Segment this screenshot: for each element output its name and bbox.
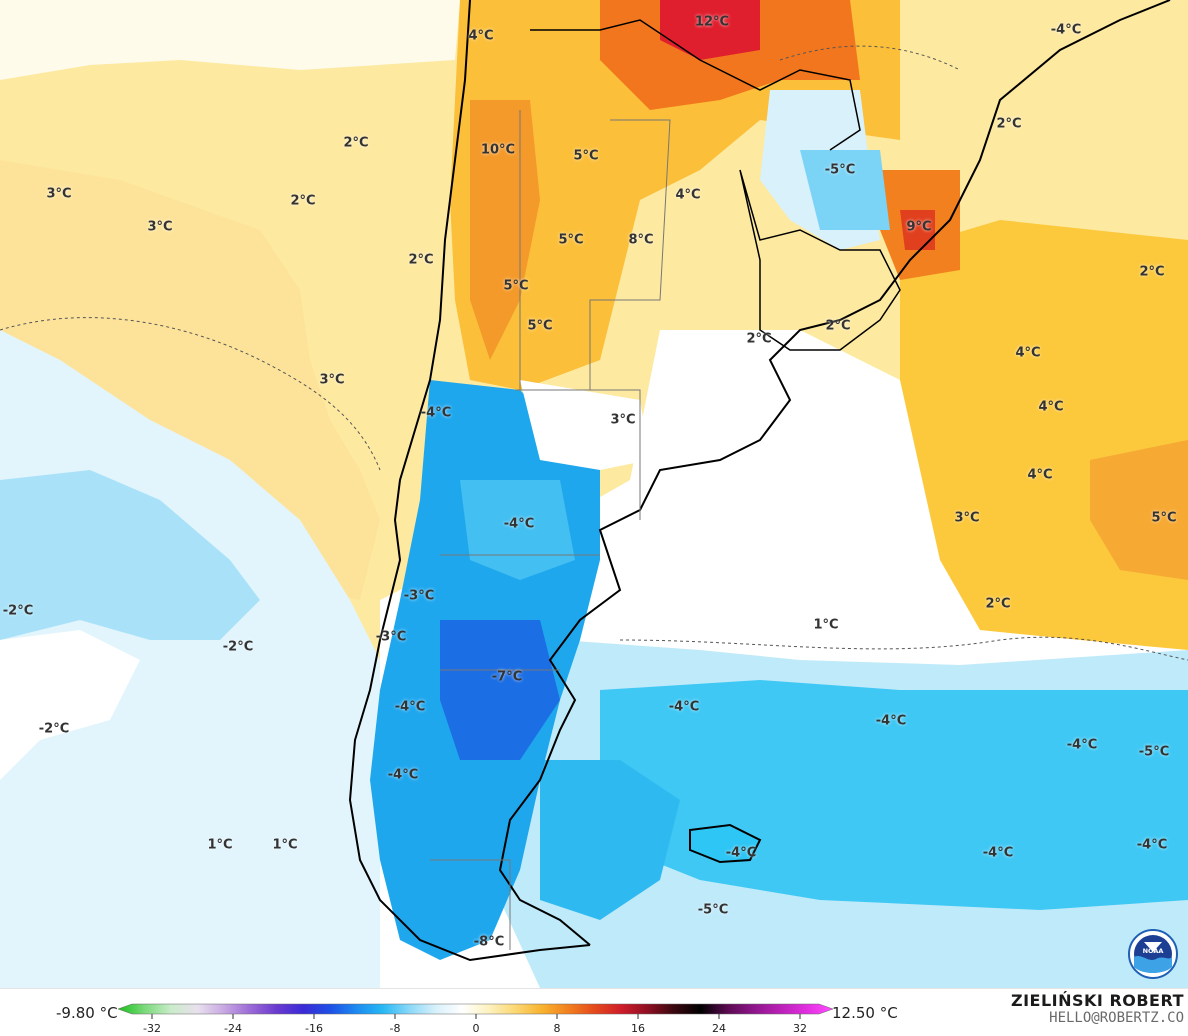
colorbar-tick-label: 8 <box>553 1022 561 1035</box>
colorbar <box>118 1003 833 1019</box>
isotherm-2 <box>619 636 1188 661</box>
noaa-logo-text: NOAA <box>1143 947 1164 955</box>
colorbar-tick-label: -32 <box>143 1022 161 1035</box>
colorbar-tick-label: -8 <box>389 1022 401 1035</box>
pale-region-north <box>0 0 460 80</box>
colorbar-gradient <box>118 1003 833 1015</box>
very-hot-south-brazil <box>900 210 935 250</box>
uruguay-border <box>739 169 901 351</box>
noaa-logo: NOAA <box>1128 929 1178 979</box>
white-pacific-patch <box>0 630 140 780</box>
northern-border <box>530 19 861 151</box>
temperature-map: 12°C 4°C -4°C 2°C 2°C 10°C 5°C -5°C 3°C … <box>0 0 1188 988</box>
map-canvas <box>0 0 1188 988</box>
coast-chile <box>348 0 591 962</box>
colorbar-tick-label: 16 <box>631 1022 645 1035</box>
legend-bar: -9.80 °C -32 -24 -16 -8 0 8 16 24 32 12.50 °C ZI… <box>0 988 1188 1036</box>
legend-max-value: 12.50 °C <box>832 1004 898 1022</box>
author-name: ZIELIŃSKI ROBERT <box>1010 991 1184 1010</box>
cold-pacific-patch <box>0 470 260 640</box>
isotherm-3 <box>779 45 961 71</box>
isotherm-1 <box>0 317 381 471</box>
warm-band-pacific <box>0 160 380 600</box>
very-cold-patagonia <box>440 620 560 760</box>
coast-atlantic <box>498 0 1171 946</box>
author-email: HELLO@ROBERTZ.CO <box>1049 1010 1184 1026</box>
colorbar-tick-label: 32 <box>793 1022 807 1035</box>
falkland-islands <box>689 823 762 864</box>
hot-atlantic-east <box>1090 440 1188 580</box>
colorbar-tick-label: -16 <box>305 1022 323 1035</box>
very-hot-north <box>660 0 760 60</box>
colorbar-tick-label: 24 <box>712 1022 726 1035</box>
hot-andes-strip <box>470 100 540 360</box>
legend-min-value: -9.80 °C <box>56 1004 118 1022</box>
province-borders <box>430 110 671 950</box>
cold-patch-east <box>800 150 890 230</box>
white-patagonia-north <box>520 380 650 470</box>
colorbar-tick-label: -24 <box>224 1022 242 1035</box>
cold-atlantic-west <box>540 760 680 920</box>
colorbar-tick-label: 0 <box>472 1022 480 1035</box>
